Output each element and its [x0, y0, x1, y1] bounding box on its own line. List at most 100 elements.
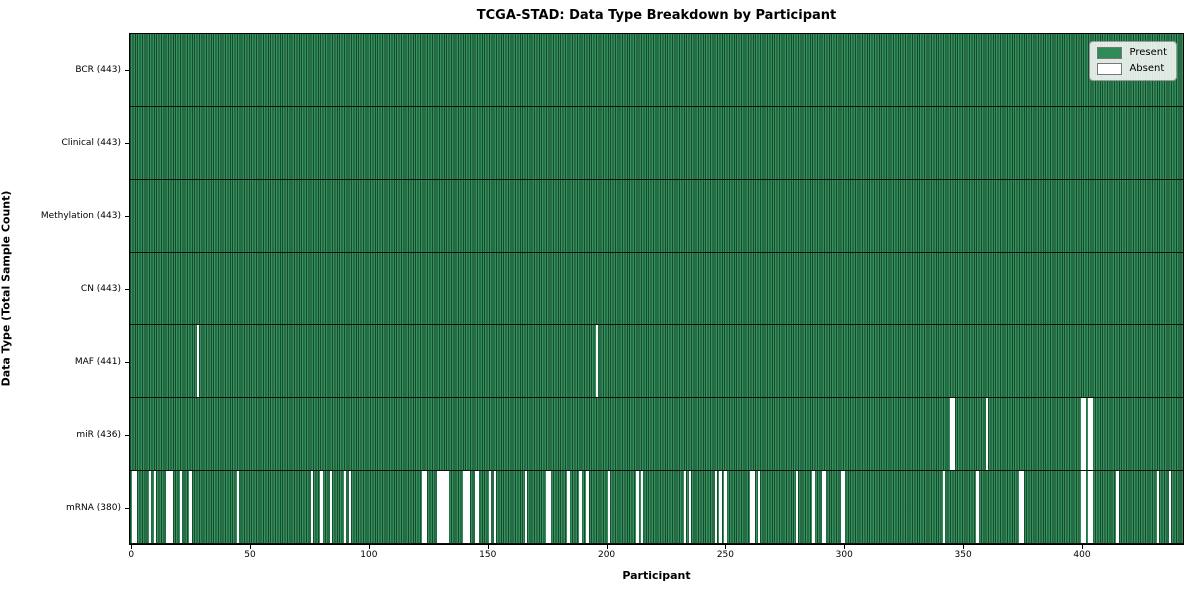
absent-cell — [493, 471, 497, 544]
absent-cell — [524, 471, 527, 544]
x-tick-label-0: 0 — [128, 550, 135, 560]
y-axis-title: Data Type (Total Sample Count) — [0, 190, 13, 387]
absent-cell — [719, 471, 722, 544]
absent-cell — [348, 471, 352, 544]
x-tick-label-350: 350 — [954, 550, 972, 560]
absent-cell — [153, 471, 157, 544]
absent-cell — [548, 471, 551, 544]
x-tick-mark — [725, 545, 727, 549]
absent-cell — [1087, 398, 1091, 471]
absent-cell — [724, 471, 727, 544]
y-tick-mark — [125, 143, 129, 145]
absent-cell — [812, 471, 815, 544]
x-tick-mark — [250, 545, 252, 549]
absent-cell — [985, 398, 989, 471]
y-tick-mark — [125, 434, 129, 436]
absent-cell — [750, 471, 753, 544]
absent-cell — [840, 471, 844, 544]
absent-cell — [132, 471, 135, 544]
y-tick-label-CN: CN (443) — [80, 284, 121, 294]
absent-cell — [586, 471, 589, 544]
y-tick-label-mRNA: mRNA (380) — [66, 502, 121, 513]
absent-cell — [795, 471, 798, 544]
absent-cell — [441, 471, 444, 544]
heatmap-row-miR — [130, 398, 1183, 472]
x-tick-mark — [1081, 545, 1083, 549]
absent-cell — [424, 471, 428, 544]
absent-cell — [950, 398, 953, 471]
x-tick-mark — [368, 545, 370, 549]
absent-cell — [824, 471, 827, 544]
absent-cell — [189, 471, 192, 544]
y-tick-label-BCR: BCR (443) — [75, 65, 121, 76]
x-tick-label-200: 200 — [597, 550, 616, 560]
chart-title: TCGA-STAD: Data Type Breakdown by Partic… — [476, 8, 837, 23]
legend-entry-absent: Absent — [1097, 63, 1167, 75]
x-tick-label-250: 250 — [716, 550, 735, 560]
x-tick-mark — [844, 545, 846, 549]
legend-label-absent: Absent — [1129, 63, 1165, 74]
absent-cell — [567, 471, 570, 544]
legend-entry-present: Present — [1097, 47, 1167, 59]
absent-cell — [1018, 471, 1022, 544]
absent-cell — [329, 471, 333, 544]
absent-cell — [446, 471, 449, 544]
absent-cell — [1080, 471, 1084, 544]
absent-cell — [688, 471, 691, 544]
absent-cell — [310, 471, 314, 544]
absent-cell — [1090, 471, 1093, 544]
absent-cell — [477, 471, 480, 544]
absent-cell — [942, 471, 946, 544]
absent-cell — [595, 325, 599, 398]
absent-cell — [636, 471, 639, 544]
absent-cell — [436, 471, 439, 544]
legend-label-present: Present — [1129, 47, 1167, 58]
absent-cell — [474, 471, 478, 544]
absent-cell — [236, 471, 240, 544]
legend-swatch-present — [1097, 47, 1123, 59]
absent-cell — [422, 471, 425, 544]
absent-cell — [134, 471, 138, 544]
absent-cell — [1156, 471, 1160, 544]
absent-cell — [683, 471, 687, 544]
absent-cell — [752, 471, 756, 544]
absent-cell — [843, 471, 846, 544]
heatmap-row-MAF — [130, 325, 1183, 399]
absent-cell — [343, 471, 347, 544]
y-tick-label-MAF: MAF (441) — [74, 356, 121, 367]
x-tick-mark — [487, 545, 489, 549]
y-tick-mark — [125, 70, 129, 72]
absent-cell — [1087, 471, 1091, 544]
heatmap-row-Methylation — [130, 179, 1183, 253]
absent-cell — [443, 471, 447, 544]
y-tick-mark — [125, 507, 129, 509]
heatmap-row-BCR — [130, 34, 1183, 107]
absent-cell — [488, 471, 492, 544]
absent-cell — [168, 471, 171, 544]
absent-cell — [1083, 398, 1086, 471]
y-tick-label-Clinical: Clinical (443) — [61, 138, 121, 149]
absent-cell — [149, 471, 152, 544]
x-tick-label-300: 300 — [835, 550, 853, 560]
y-tick-mark — [125, 289, 129, 290]
absent-cell — [196, 325, 199, 398]
absent-cell — [465, 471, 468, 544]
y-tick-label-Methylation: Methylation (443) — [40, 211, 121, 222]
absent-cell — [1116, 471, 1119, 544]
absent-cell — [641, 471, 644, 544]
x-tick-mark — [606, 545, 608, 549]
x-tick-label-400: 400 — [1073, 550, 1091, 560]
y-tick-mark — [125, 216, 129, 218]
absent-cell — [170, 471, 173, 544]
absent-cell — [579, 471, 582, 544]
absent-cell — [714, 471, 718, 544]
x-tick-label-50: 50 — [244, 550, 256, 560]
absent-cell — [179, 471, 183, 544]
x-axis-title: Participant — [622, 569, 691, 582]
absent-cell — [757, 471, 760, 544]
x-tick-label-100: 100 — [360, 550, 378, 560]
absent-cell — [607, 471, 611, 544]
absent-cell — [165, 471, 169, 544]
absent-cell — [439, 471, 442, 544]
x-tick-mark — [131, 545, 133, 549]
